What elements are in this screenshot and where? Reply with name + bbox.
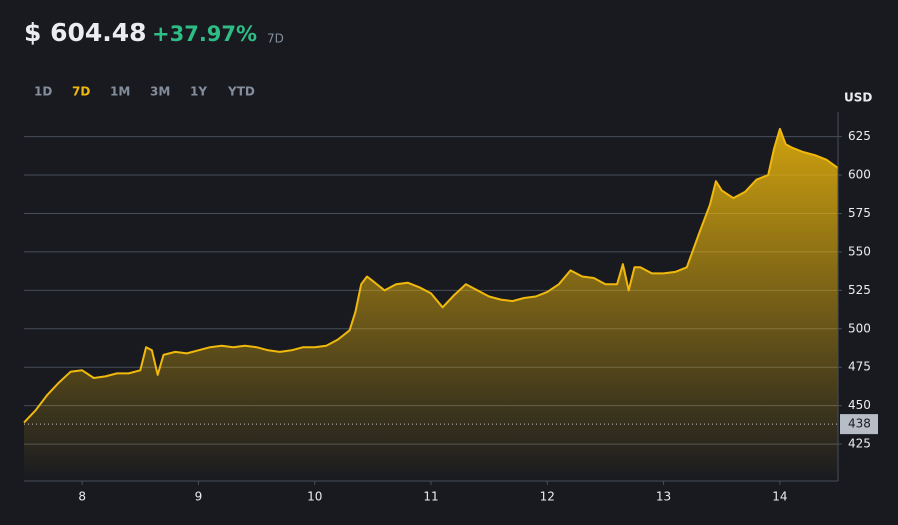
y-tick-label: 525	[848, 283, 871, 297]
range-button[interactable]: 7D	[72, 85, 90, 99]
range-button[interactable]: YTD	[227, 85, 255, 99]
x-tick-label: 12	[540, 490, 555, 504]
range-button[interactable]: 1Y	[190, 85, 207, 99]
range-button[interactable]: 1D	[34, 85, 52, 99]
y-tick-label: 500	[848, 321, 871, 335]
area-fill	[24, 128, 838, 481]
y-tick-label: 475	[848, 360, 871, 374]
range-button[interactable]: 3M	[150, 85, 170, 99]
y-tick-label: 600	[848, 168, 871, 182]
price: $ 604.48	[24, 18, 147, 47]
reference-badge	[840, 414, 878, 435]
y-tick-label: 425	[848, 437, 871, 451]
x-tick-label: 13	[656, 490, 671, 504]
range-button[interactable]: 1M	[110, 85, 130, 99]
y-axis-label: USD	[844, 91, 872, 105]
y-tick-label: 625	[848, 129, 871, 143]
price-change: +37.97%	[152, 22, 257, 46]
x-tick-label: 11	[423, 490, 438, 504]
x-tick-label: 10	[307, 490, 322, 504]
period-label: 7D	[267, 32, 284, 46]
y-tick-label: 550	[848, 244, 871, 258]
x-tick-label: 14	[772, 490, 787, 504]
price-line	[23, 127, 839, 424]
y-tick-label: 450	[848, 398, 871, 412]
y-tick-label: 575	[848, 206, 871, 220]
x-tick-label: 8	[78, 490, 86, 504]
x-tick-label: 9	[195, 490, 203, 504]
reference-label: 438	[848, 417, 871, 431]
